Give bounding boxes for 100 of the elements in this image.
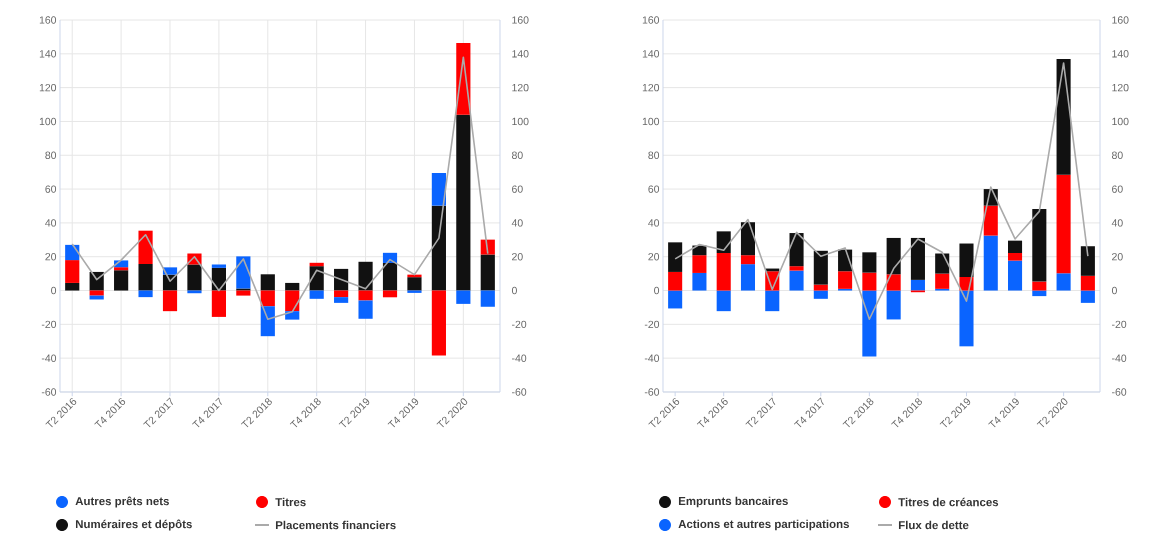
bar <box>334 290 349 298</box>
bar <box>789 270 804 291</box>
y-tick-label: 60 <box>45 185 57 193</box>
y-tick-label: 120 <box>39 83 57 92</box>
bar <box>260 274 275 291</box>
y2-tick-label: 160 <box>1112 16 1129 24</box>
bar <box>740 264 756 291</box>
bar <box>740 222 756 256</box>
y-tick-label: 80 <box>648 151 660 159</box>
bar <box>813 284 828 291</box>
bar <box>236 256 251 289</box>
y2-tick-label: 20 <box>1112 253 1123 261</box>
bar <box>211 290 226 317</box>
y-tick-label: 0 <box>51 286 57 295</box>
bar <box>211 264 226 268</box>
y-tick-label: -60 <box>644 388 660 396</box>
bar <box>456 114 471 291</box>
bar <box>1056 174 1071 274</box>
bar <box>1056 273 1071 291</box>
bar <box>1080 275 1095 291</box>
bar <box>716 290 731 312</box>
y2-tick-label: 0 <box>511 286 517 295</box>
bar <box>382 262 398 291</box>
y-tick-label: 140 <box>642 50 660 58</box>
bar <box>838 271 853 289</box>
y-tick-label: 120 <box>642 83 660 92</box>
bar <box>1008 240 1023 253</box>
legend-label: Titres de créances <box>898 497 999 507</box>
bar <box>89 290 104 296</box>
bar <box>114 267 129 271</box>
bar <box>162 290 178 312</box>
bar <box>138 290 153 298</box>
bar <box>480 254 495 291</box>
bar <box>407 277 422 291</box>
y-tick-label: 100 <box>642 117 660 126</box>
bar <box>862 252 877 273</box>
bar <box>1080 246 1095 276</box>
bar <box>260 290 275 307</box>
y2-tick-label: 0 <box>1111 286 1117 295</box>
bar <box>65 282 80 291</box>
bar <box>935 253 950 274</box>
bar <box>260 306 275 337</box>
legend-label: Autres prêts nets <box>75 496 169 508</box>
y-tick-label: 80 <box>45 151 57 159</box>
bar <box>456 290 471 304</box>
bar <box>983 235 998 291</box>
y-tick-label: 100 <box>39 117 57 126</box>
bar <box>983 205 998 236</box>
y-tick-label: 40 <box>45 219 57 227</box>
bar <box>431 173 446 206</box>
bar <box>886 290 901 320</box>
y-tick-label: -20 <box>41 320 57 329</box>
legend-label: Numéraires et dépôts <box>75 519 192 531</box>
y2-tick-label: -60 <box>512 388 527 396</box>
y2-tick-label: 20 <box>512 253 523 261</box>
bar <box>1080 290 1095 303</box>
bar <box>138 230 153 264</box>
bar <box>1008 260 1023 291</box>
legend-label: Emprunts bancaires <box>678 496 788 508</box>
legend-label: Flux de dette <box>898 520 969 530</box>
bar <box>1056 58 1071 175</box>
bar <box>1008 252 1023 261</box>
y-tick-label: 160 <box>642 16 660 24</box>
bar <box>668 290 683 309</box>
y-tick-label: 160 <box>39 16 57 24</box>
bar <box>236 290 251 296</box>
y-tick-label: 0 <box>654 286 660 295</box>
bar <box>285 311 300 320</box>
bar <box>716 252 731 291</box>
y-tick-label: 40 <box>648 219 660 227</box>
bar <box>236 288 251 291</box>
bar <box>740 255 756 265</box>
bar <box>935 273 950 289</box>
bar <box>1032 281 1047 291</box>
bar <box>480 290 495 307</box>
bar <box>813 290 828 299</box>
bar <box>431 205 446 291</box>
y2-tick-label: 80 <box>1111 151 1123 159</box>
y2-tick-label: 120 <box>512 83 529 92</box>
bar <box>765 290 780 312</box>
y2-tick-label: 40 <box>1111 219 1123 227</box>
y2-tick-label: 40 <box>511 219 523 227</box>
y2-tick-label: 120 <box>1112 83 1129 92</box>
y2-tick-label: -40 <box>1112 354 1127 362</box>
legend-label: Placements financiers <box>275 520 396 530</box>
bar <box>886 237 901 275</box>
bar <box>668 242 683 272</box>
bar <box>789 233 804 267</box>
y2-tick-label: 100 <box>512 117 529 126</box>
bar <box>114 270 129 291</box>
y-tick-label: 60 <box>648 185 660 193</box>
legend-label: Titres <box>275 497 306 507</box>
bar <box>334 268 349 291</box>
y2-tick-label: 100 <box>1112 117 1129 126</box>
y2-tick-label: 140 <box>1112 50 1129 58</box>
bar <box>862 290 877 357</box>
bar <box>358 300 373 319</box>
bar <box>187 264 202 291</box>
legend-label: Actions et autres participations <box>678 519 849 531</box>
y-tick-label: -60 <box>41 388 57 396</box>
